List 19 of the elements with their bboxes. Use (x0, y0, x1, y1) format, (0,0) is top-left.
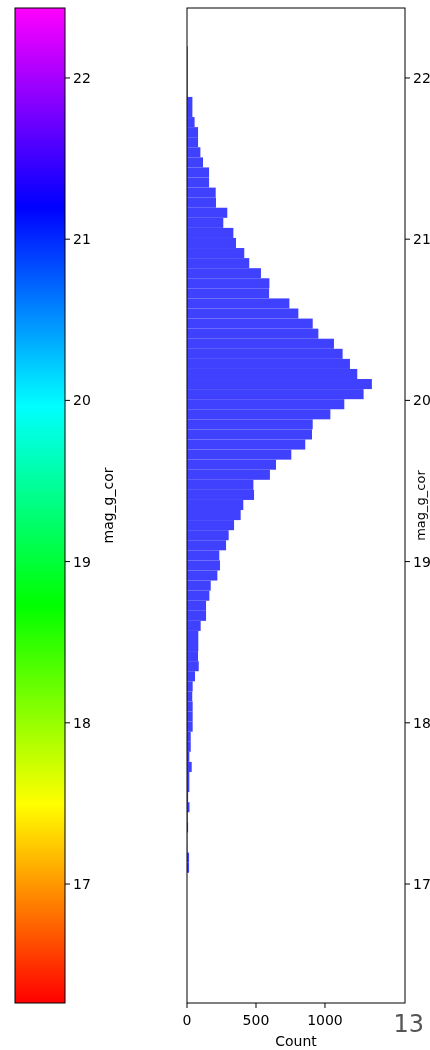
y-tick-label: 19 (413, 553, 430, 570)
y-tick-label: 22 (413, 69, 430, 86)
text: 13 (393, 1010, 424, 1038)
x-tick-label: 500 (242, 1012, 270, 1028)
color-bar-label: 20 (73, 392, 91, 409)
y-tick-label: 18 (413, 714, 430, 731)
y-tick-label: 21 (413, 231, 430, 248)
y-tick-label: 20 (413, 392, 430, 409)
x-tick-label: 0 (182, 1012, 192, 1028)
y-axis-title: mag_g_cor (412, 469, 428, 541)
x-axis-title: Count (275, 1033, 318, 1049)
color-bar-title: mag_g_cor (100, 467, 116, 544)
color-bar-label: 19 (73, 553, 91, 570)
color-bar-label: 21 (73, 231, 91, 248)
x-tick-label: 1000 (307, 1012, 343, 1028)
y-tick-label: 17 (413, 876, 430, 893)
color-bar-label: 18 (73, 714, 91, 731)
color-bar-label: 22 (73, 69, 91, 86)
color-bar-label: 17 (73, 876, 91, 893)
